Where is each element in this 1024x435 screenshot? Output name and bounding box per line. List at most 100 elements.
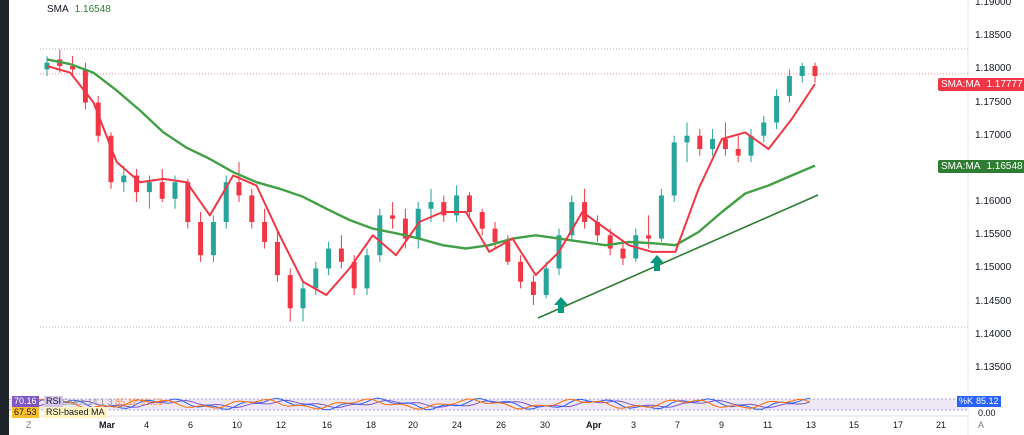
price-tick: 1.14000 xyxy=(975,328,1012,340)
date-tick: 9 xyxy=(719,420,725,430)
candle xyxy=(262,208,268,249)
candle xyxy=(121,165,127,193)
date-tick: 21 xyxy=(936,420,947,430)
candle xyxy=(287,268,293,322)
candle xyxy=(274,228,280,282)
date-tick: 12 xyxy=(276,420,287,430)
date-tick: Apr xyxy=(586,420,602,430)
slow-ma-price-tag: SMA:MA 1.16548 xyxy=(938,160,1024,173)
candle xyxy=(479,208,485,236)
candle xyxy=(658,188,664,242)
price-tick: 1.15500 xyxy=(975,229,1012,241)
date-tick: 3 xyxy=(631,420,637,430)
candle xyxy=(95,95,101,143)
candle xyxy=(684,122,690,163)
date-tick: 30 xyxy=(540,420,551,430)
price-tick: 1.18500 xyxy=(975,30,1012,42)
candles xyxy=(44,49,818,322)
fast-ma-line xyxy=(46,65,816,296)
fast-ma-tag-label: SMA:MA xyxy=(941,79,981,90)
candle xyxy=(159,168,165,203)
price-tick: 1.18000 xyxy=(975,63,1012,75)
indicator-axis-zero: 0.00 xyxy=(978,408,996,418)
rsi-line xyxy=(11,399,811,409)
fast-ma-price-tag: SMA:MA 1.17777 xyxy=(938,78,1024,91)
candle xyxy=(441,195,447,222)
candle xyxy=(249,188,255,229)
candle xyxy=(812,62,818,83)
candle xyxy=(786,69,792,103)
price-tick: 1.17500 xyxy=(975,96,1012,108)
candle xyxy=(377,208,383,262)
rsi-label: RSI xyxy=(44,396,64,407)
fast-ma-tag-value: 1.17777 xyxy=(986,79,1023,90)
stoch-legend: Stoch 14 1 3 85.12 91.51 xyxy=(62,397,163,407)
slow-ma-tag-label: SMA:MA xyxy=(941,161,981,172)
price-tick: 1.15000 xyxy=(975,262,1012,274)
candle xyxy=(390,202,396,229)
date-axis-corner-left[interactable]: Z xyxy=(26,420,32,430)
k-label: %K xyxy=(957,396,976,407)
rsi-band xyxy=(9,399,968,410)
price-tick: 1.14500 xyxy=(975,295,1012,307)
candle xyxy=(300,281,306,322)
candle xyxy=(338,235,344,269)
candle xyxy=(518,255,524,289)
price-tick: 1.16000 xyxy=(975,196,1012,208)
up-arrow-icon xyxy=(554,297,568,313)
up-arrow-icon xyxy=(650,255,664,271)
candle xyxy=(543,261,549,299)
date-tick: 15 xyxy=(849,420,860,430)
date-tick: 6 xyxy=(188,420,194,430)
date-axis-corner-right[interactable]: A xyxy=(978,420,985,430)
candle xyxy=(620,241,626,266)
candle xyxy=(710,129,716,156)
rsi-ma-value-badge: 67.53 xyxy=(12,407,39,418)
candle xyxy=(735,135,741,163)
candle xyxy=(223,175,229,229)
date-tick: 13 xyxy=(806,420,817,430)
candle xyxy=(454,185,460,222)
candle xyxy=(582,188,588,229)
candle xyxy=(799,62,805,83)
slow-ma-tag-value: 1.16548 xyxy=(986,161,1023,172)
sma-legend-value: 1.16548 xyxy=(74,4,111,15)
candle xyxy=(134,168,140,203)
candle xyxy=(198,212,204,262)
candle xyxy=(326,241,332,276)
date-tick: 4 xyxy=(144,420,150,430)
date-tick: 18 xyxy=(366,420,377,430)
date-tick: 24 xyxy=(452,420,463,430)
candle xyxy=(761,115,767,143)
candle xyxy=(748,129,754,163)
price-tick: 1.13500 xyxy=(975,362,1012,373)
candle xyxy=(185,178,191,229)
date-tick: 20 xyxy=(408,420,419,430)
rsi-ma-label: RSI-based MA xyxy=(44,407,107,418)
date-tick: 11 xyxy=(763,420,773,430)
k-value-badge: 85.12 xyxy=(974,396,1001,407)
candle xyxy=(466,192,472,219)
candle xyxy=(671,135,677,203)
price-tick: 1.19000 xyxy=(975,0,1012,8)
trendline[interactable] xyxy=(537,194,819,319)
sma-legend-name: SMA xyxy=(47,4,69,15)
candle xyxy=(108,132,114,189)
date-tick: 17 xyxy=(893,420,904,430)
candle xyxy=(633,228,639,262)
candle xyxy=(594,215,600,242)
candle xyxy=(364,248,370,295)
date-tick: 26 xyxy=(496,420,507,430)
slow-ma-line xyxy=(46,58,816,250)
date-tick: 7 xyxy=(675,420,681,430)
candle xyxy=(210,215,216,262)
date-tick: 10 xyxy=(232,420,243,430)
candle xyxy=(569,195,575,242)
candle xyxy=(697,129,703,156)
price-tick: 1.17000 xyxy=(975,129,1012,141)
date-tick: 16 xyxy=(322,420,333,430)
date-tick: Mar xyxy=(99,420,116,430)
sma-legend[interactable]: SMA 1.16548 xyxy=(47,4,111,15)
candle xyxy=(530,275,536,305)
